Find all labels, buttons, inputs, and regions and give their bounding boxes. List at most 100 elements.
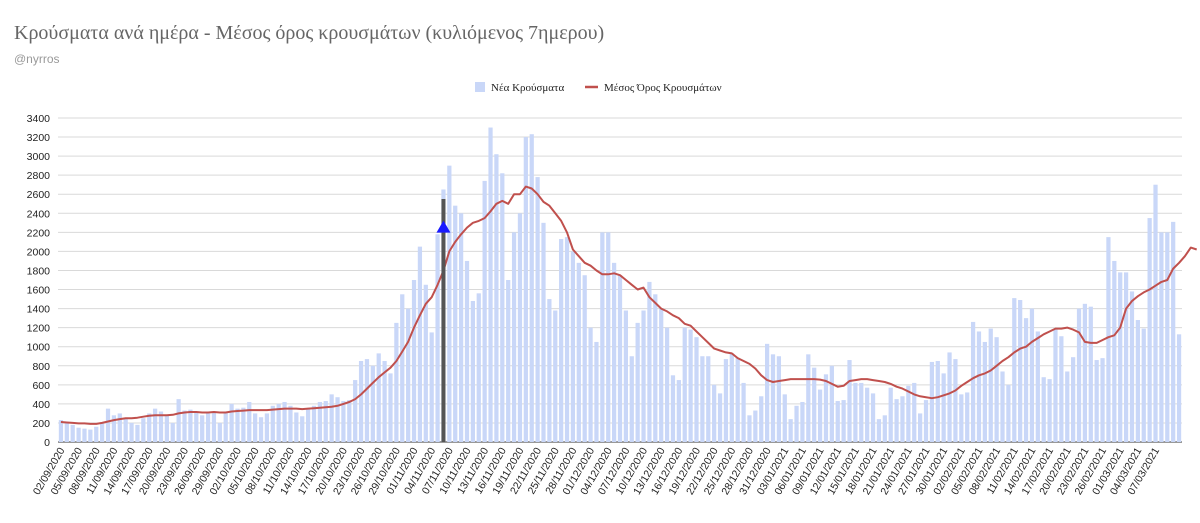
bar: [800, 401, 805, 442]
bar: [264, 413, 270, 442]
bar: [770, 354, 776, 442]
bar: [870, 393, 876, 442]
bar: [435, 234, 440, 442]
bar: [288, 405, 293, 442]
bar: [100, 422, 105, 442]
bar: [823, 374, 829, 442]
bar: [394, 322, 399, 442]
bar: [900, 396, 905, 442]
bar: [806, 354, 811, 442]
bar: [865, 387, 870, 442]
bar: [1171, 221, 1176, 442]
y-tick-label: 600: [32, 380, 50, 392]
bar: [935, 361, 940, 442]
bar: [1035, 331, 1040, 442]
bar: [176, 399, 181, 442]
bar: [947, 352, 952, 442]
bar: [1159, 232, 1164, 442]
legend: Νέα Κρούσματα Μέσος Όρος Κρουσμάτων: [475, 82, 722, 94]
bar: [629, 356, 634, 442]
bar: [511, 232, 517, 442]
bar: [135, 424, 140, 442]
bar: [688, 329, 693, 442]
bar: [411, 280, 417, 442]
bar: [876, 419, 882, 442]
chart-subtitle: @nyrros: [14, 52, 60, 66]
bar: [117, 413, 122, 442]
bar: [258, 417, 264, 442]
bar: [317, 401, 322, 442]
bar: [270, 405, 275, 442]
bar: [782, 394, 787, 442]
bar: [611, 262, 617, 442]
bar: [1041, 377, 1046, 442]
bar: [741, 382, 746, 442]
bar: [853, 382, 858, 442]
bar: [635, 322, 640, 442]
bar: [429, 332, 434, 442]
bar: [364, 359, 370, 442]
legend-label-line: Μέσος Όρος Κρουσμάτων: [604, 82, 722, 94]
bar: [94, 426, 99, 442]
chart-title: Κρούσματα ανά ημέρα - Μέσος όρος κρουσμά…: [14, 22, 605, 44]
bar: [500, 173, 505, 443]
bar: [152, 408, 158, 442]
bar: [105, 408, 111, 442]
y-tick-label: 2400: [27, 208, 51, 220]
bar: [529, 134, 534, 442]
bar: [1023, 318, 1029, 442]
bar: [141, 418, 146, 442]
bar: [282, 401, 287, 442]
bar: [729, 353, 734, 442]
bar: [988, 328, 993, 442]
bar: [217, 422, 222, 442]
bar: [617, 275, 623, 442]
bar: [1106, 237, 1111, 442]
bar: [417, 246, 423, 442]
bar: [1100, 358, 1105, 442]
bar: [564, 237, 570, 442]
bar: [829, 365, 834, 442]
y-tick-label: 0: [44, 437, 50, 449]
bar: [341, 401, 346, 442]
bar: [1000, 371, 1005, 442]
bar: [753, 410, 758, 442]
bar: [164, 415, 169, 442]
bar: [76, 427, 81, 442]
bar: [382, 361, 387, 442]
bar: [353, 380, 358, 442]
bar: [200, 415, 205, 442]
bar: [1147, 218, 1152, 442]
bar: [647, 281, 652, 442]
bar: [817, 389, 823, 442]
bar: [111, 415, 117, 442]
bar: [276, 403, 281, 442]
annotation-bar: [441, 199, 446, 442]
bar: [570, 251, 576, 442]
bar: [223, 411, 228, 442]
bar: [305, 408, 311, 442]
y-tick-label: 3200: [27, 132, 51, 144]
bar: [358, 361, 364, 442]
bar: [1071, 357, 1076, 442]
bar: [235, 408, 240, 442]
y-tick-label: 1800: [27, 265, 51, 277]
bar: [482, 180, 487, 443]
bar: [812, 367, 817, 442]
bar: [994, 337, 999, 442]
bar: [982, 341, 987, 442]
bar: [58, 420, 64, 442]
bar: [735, 358, 740, 442]
bar: [559, 239, 564, 442]
bar: [447, 165, 452, 442]
bar: [776, 356, 782, 442]
bar: [641, 310, 646, 442]
bar: [88, 429, 93, 442]
bar: [970, 321, 976, 442]
bar: [841, 400, 846, 442]
bar: [470, 300, 475, 442]
bar: [888, 387, 893, 442]
bar: [1135, 320, 1140, 442]
bar: [576, 262, 581, 442]
bar: [759, 396, 764, 442]
